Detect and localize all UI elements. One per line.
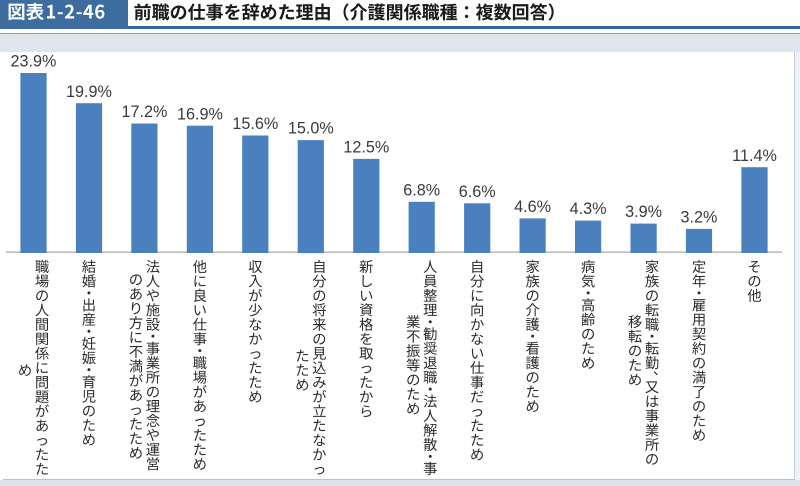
svg-text:23.9%: 23.9%	[11, 53, 57, 71]
svg-text:6.6%: 6.6%	[459, 183, 496, 201]
svg-text:16.9%: 16.9%	[177, 105, 223, 123]
svg-text:3.2%: 3.2%	[681, 209, 718, 227]
svg-text:12.5%: 12.5%	[343, 139, 389, 157]
svg-text:3.9%: 3.9%	[625, 203, 662, 221]
svg-text:17.2%: 17.2%	[121, 103, 167, 121]
svg-text:6.8%: 6.8%	[403, 181, 440, 199]
svg-text:4.6%: 4.6%	[514, 198, 551, 216]
svg-text:15.6%: 15.6%	[232, 115, 278, 133]
svg-text:4.3%: 4.3%	[570, 200, 607, 218]
svg-text:11.4%: 11.4%	[732, 147, 777, 165]
svg-text:15.0%: 15.0%	[288, 120, 334, 138]
svg-text:19.9%: 19.9%	[66, 83, 112, 101]
